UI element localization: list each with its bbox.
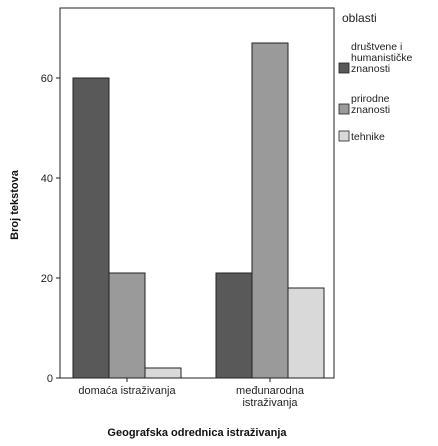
y-tick-label: 60: [41, 73, 53, 85]
legend: oblasti društvene ihumanističkeznanostip…: [338, 11, 412, 143]
legend-title: oblasti: [342, 11, 377, 25]
bar: [215, 272, 253, 379]
legend-label: društvene i: [351, 41, 402, 53]
bar: [72, 77, 110, 379]
y-tick-label: 40: [41, 173, 53, 185]
legend-label: tehnike: [351, 131, 385, 143]
x-axis: domaća istraživanja međunarodnaistraživan…: [78, 378, 305, 409]
x-tick-label: istraživanja: [242, 397, 298, 409]
y-axis: 0 20 40 60: [41, 73, 60, 385]
legend-swatch: [338, 62, 350, 74]
legend-label: znanosti: [351, 63, 390, 75]
y-tick-label: 0: [47, 373, 53, 385]
legend-label: znanosti: [351, 104, 390, 116]
x-tick-label: domaća istraživanja: [78, 385, 176, 397]
legend-swatch: [338, 130, 350, 142]
legend-label: prirodne: [351, 93, 390, 105]
bar: [287, 287, 325, 379]
bar: [144, 367, 182, 379]
y-tick-label: 20: [41, 273, 53, 285]
bar: [251, 42, 289, 379]
legend-label: humanističke: [351, 52, 412, 64]
x-tick-label: međunarodna: [236, 385, 305, 397]
y-axis-title: Broj tekstova: [9, 169, 21, 240]
x-axis-title: Geografska odrednica istraživanja: [107, 427, 287, 439]
bars: [72, 42, 325, 379]
legend-swatch: [338, 103, 350, 115]
bar: [108, 272, 146, 379]
